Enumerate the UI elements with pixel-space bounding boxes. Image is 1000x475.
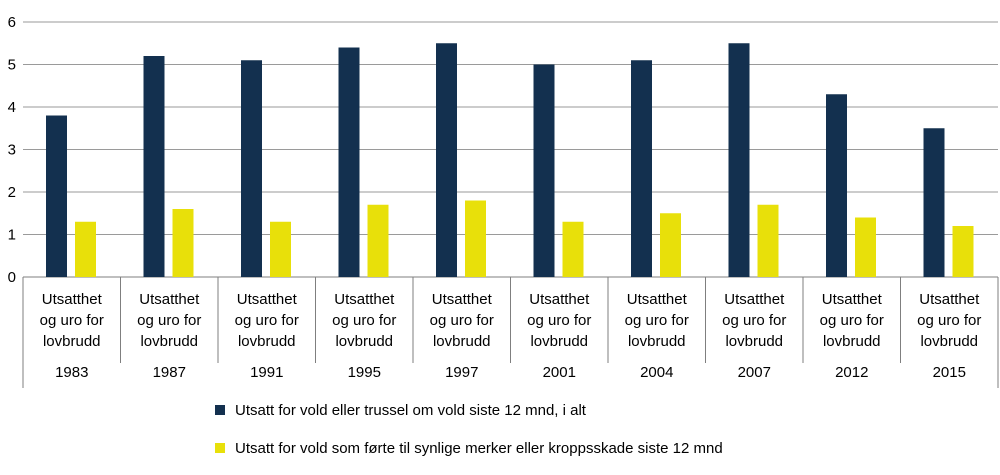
bar-series-1	[533, 64, 555, 277]
bars	[46, 43, 974, 277]
bar-series-2	[855, 217, 876, 277]
gridlines	[23, 21, 998, 278]
bar-series-1	[923, 128, 945, 277]
y-tick-label: 4	[8, 99, 16, 116]
x-group-label: lovbrudd	[140, 333, 198, 350]
x-group-label: og uro for	[625, 312, 689, 329]
x-group-label: lovbrudd	[725, 333, 783, 350]
bar-series-2	[757, 204, 779, 277]
x-group-label: Utsatthet	[42, 291, 103, 308]
x-group-label: og uro for	[137, 312, 201, 329]
bar-series-1	[143, 56, 165, 277]
x-category-label: 2001	[543, 364, 576, 381]
x-category-label: 1995	[348, 364, 381, 381]
bar-series-2	[465, 200, 486, 277]
x-group-label: og uro for	[430, 312, 494, 329]
bar-series-1	[241, 60, 262, 277]
bar-series-1	[631, 60, 652, 277]
x-group-label: lovbrudd	[823, 333, 881, 350]
x-group-label: og uro for	[820, 312, 884, 329]
y-tick-label: 3	[8, 142, 16, 159]
x-category-label: 1987	[153, 364, 186, 381]
y-tick-label: 1	[8, 227, 16, 244]
y-axis: 0 1 2 3 4 5 6	[8, 14, 16, 286]
x-group-label: Utsatthet	[919, 291, 980, 308]
y-tick-label: 6	[8, 14, 16, 31]
x-group-label: lovbrudd	[530, 333, 588, 350]
x-group-label: Utsatthet	[529, 291, 590, 308]
x-category-label: 1991	[250, 364, 283, 381]
x-category-label: 2004	[640, 364, 673, 381]
x-group-label: Utsatthet	[822, 291, 883, 308]
x-group-label: og uro for	[917, 312, 981, 329]
x-category-label: 2015	[933, 364, 966, 381]
bar-series-1	[338, 47, 360, 277]
bar-series-2	[270, 221, 291, 277]
x-group-label: lovbrudd	[238, 333, 296, 350]
x-group-label: Utsatthet	[627, 291, 688, 308]
x-group-label: og uro for	[722, 312, 786, 329]
bar-series-1	[46, 115, 67, 277]
y-tick-label: 2	[8, 184, 16, 201]
y-tick-label: 5	[8, 57, 16, 74]
bar-series-2	[75, 221, 96, 277]
x-group-label: Utsatthet	[724, 291, 785, 308]
x-group-label: lovbrudd	[920, 333, 978, 350]
x-group-label: Utsatthet	[139, 291, 200, 308]
bar-series-2	[367, 204, 389, 277]
x-group-label: og uro for	[527, 312, 591, 329]
bar-series-1	[436, 43, 457, 277]
legend: Utsatt for vold eller trussel om vold si…	[215, 402, 723, 457]
x-group-label: og uro for	[235, 312, 299, 329]
x-category-label: 1997	[445, 364, 478, 381]
legend-label-2: Utsatt for vold som førte til synlige me…	[235, 440, 723, 457]
x-group-label: Utsatthet	[334, 291, 395, 308]
bar-series-2	[562, 221, 584, 277]
x-category-label: 2012	[835, 364, 868, 381]
legend-swatch-1	[215, 405, 225, 415]
x-group-label: Utsatthet	[237, 291, 298, 308]
x-group-label: lovbrudd	[43, 333, 101, 350]
x-group-label: Utsatthet	[432, 291, 493, 308]
x-group-label: og uro for	[332, 312, 396, 329]
bar-series-1	[826, 94, 847, 277]
x-group-label: lovbrudd	[628, 333, 686, 350]
x-group-label: og uro for	[40, 312, 104, 329]
bar-series-2	[172, 209, 194, 277]
x-category-label: 2007	[738, 364, 771, 381]
bar-series-2	[952, 226, 974, 277]
legend-label-1: Utsatt for vold eller trussel om vold si…	[235, 402, 587, 419]
legend-swatch-2	[215, 443, 225, 453]
x-group-label: lovbrudd	[335, 333, 393, 350]
y-tick-label: 0	[8, 269, 16, 286]
x-group-label: lovbrudd	[433, 333, 491, 350]
bar-series-2	[660, 213, 681, 277]
x-axis: Utsatthet og uro for lovbrudd 1983 Utsatthet…	[22, 277, 999, 388]
x-category-label: 1983	[55, 364, 88, 381]
bar-series-1	[728, 43, 750, 277]
